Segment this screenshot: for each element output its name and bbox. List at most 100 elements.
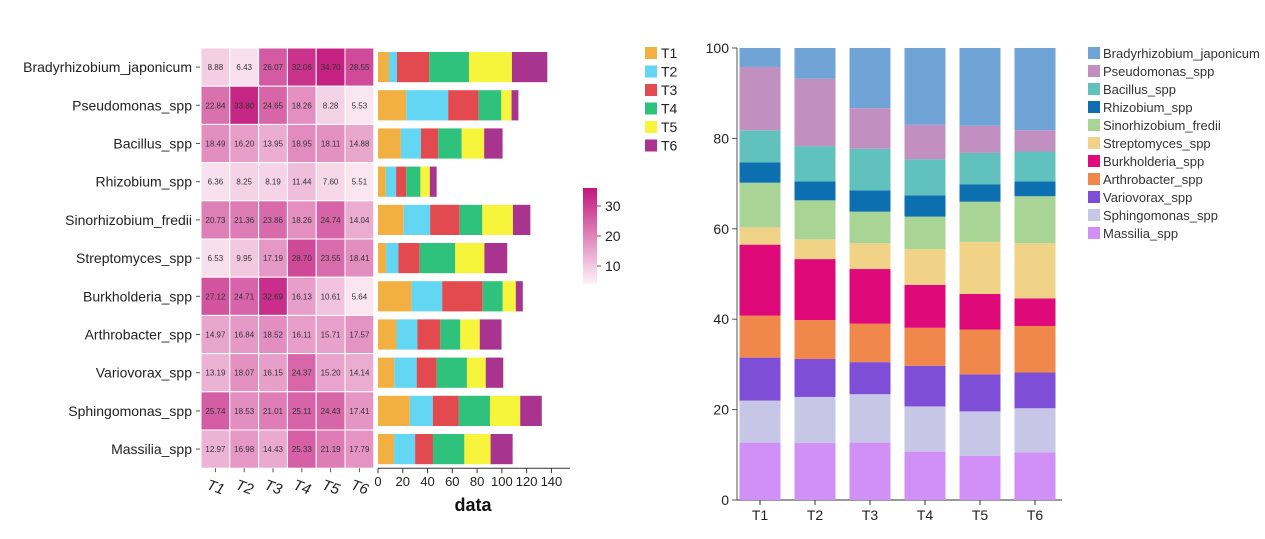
legend-swatch (1088, 119, 1100, 131)
cell-value: 24.65 (263, 101, 284, 110)
heatmap-cell (258, 353, 288, 393)
colorbar-segment (583, 212, 597, 215)
colorbar-segment (583, 198, 597, 201)
heatmap-cell (315, 200, 346, 240)
colorbar-segment (583, 276, 597, 279)
heatmap-cell (344, 200, 375, 240)
row-bar-segment (459, 204, 483, 235)
cell-value: 34.70 (321, 63, 342, 72)
stacked-bar-segment (1014, 452, 1056, 500)
stacked-bar-segment (1014, 298, 1056, 326)
stacked-bar-segment (959, 201, 1001, 242)
stacked-bar-segment (959, 184, 1001, 202)
colorbar-segment (583, 190, 597, 193)
cell-value: 18.07 (234, 369, 255, 378)
legend-swatch (645, 65, 657, 78)
stacked-bar-segment (794, 181, 836, 201)
colorbar-segment (583, 232, 597, 235)
cell-value: 32.06 (292, 63, 313, 72)
x-tick-label: 0 (374, 474, 381, 489)
legend-swatch (1088, 173, 1100, 185)
heatmap-cell (344, 314, 375, 355)
cell-value: 16.20 (234, 140, 255, 149)
row-bar-segment (440, 319, 461, 350)
stacked-bar-segment (904, 48, 946, 125)
stacked-bar-segment (904, 406, 946, 452)
cell-value: 8.25 (236, 178, 252, 187)
cell-value: 6.43 (236, 63, 252, 72)
colorbar-segment (583, 234, 597, 237)
heatmap-cell (315, 85, 346, 125)
cell-value: 15.20 (321, 369, 342, 378)
stacked-bar-segment (739, 182, 781, 228)
cell-value: 27.12 (205, 292, 226, 301)
heatmap-cell (344, 85, 375, 125)
row-bar-segment (378, 204, 404, 235)
stacked-bar-segment (1014, 48, 1056, 131)
colorbar-segment (583, 214, 597, 217)
cell-value: 8.19 (265, 178, 281, 187)
x-tick-label: 140 (541, 474, 563, 489)
row-bar-segment (378, 52, 389, 83)
colorbar-segment (583, 282, 597, 285)
stacked-bar-segment (959, 241, 1001, 294)
colorbar-segment (583, 218, 597, 221)
stacked-bar-segment (959, 411, 1001, 456)
heatmap-cell (315, 314, 346, 355)
legend-label: T6 (661, 138, 678, 154)
heatmap-cell (286, 391, 317, 431)
stacked-bar-segment (794, 146, 836, 182)
cell-value: 6.36 (208, 178, 224, 187)
cell-value: 24.43 (321, 407, 342, 416)
stacked-bar-segment (959, 374, 1001, 412)
row-bar-segment (464, 434, 491, 465)
stacked-bar-segment (904, 249, 946, 285)
row-bar-segment (406, 90, 449, 121)
stacked-bar-segment (739, 315, 781, 358)
cell-value: 5.53 (352, 101, 368, 110)
heatmap-cell (286, 314, 317, 355)
row-bar-segment (511, 52, 548, 83)
stacked-bar-segment (959, 293, 1001, 330)
x-tick-label: T1 (752, 507, 769, 523)
colorbar-segment (583, 226, 597, 229)
cell-value: 17.79 (349, 445, 370, 454)
colorbar-segment (583, 236, 597, 239)
x-tick-label: 80 (470, 474, 484, 489)
cell-value: 25.11 (292, 407, 312, 416)
colorbar-segment (583, 278, 597, 281)
heatmap-cell (229, 123, 260, 164)
cell-value: 21.19 (321, 445, 342, 454)
heatmap-cell (200, 276, 231, 316)
row-bar-segment (520, 395, 542, 426)
cell-value: 9.95 (236, 254, 252, 263)
x-axis-label: data (454, 495, 492, 515)
row-bar-segment (403, 204, 431, 235)
heatmap-cell (200, 162, 231, 202)
colorbar-segment (583, 210, 597, 213)
cell-value: 24.74 (321, 216, 342, 225)
cell-value: 14.97 (205, 331, 226, 340)
legend-label: Massilia_spp (1103, 226, 1178, 241)
stacked-bar-segment (849, 269, 891, 324)
colorbar-segment (583, 230, 597, 233)
row-bar-segment (378, 128, 401, 159)
row-label: Pseudomonas_spp (72, 97, 192, 113)
heatmap-cell (200, 85, 231, 125)
cell-value: 28.70 (292, 254, 313, 263)
cell-value: 8.28 (323, 101, 339, 110)
column-label: T1 (204, 477, 226, 499)
heatmap-cell (229, 314, 260, 355)
row-label: Bacillus_spp (113, 136, 192, 152)
cell-value: 14.88 (349, 140, 370, 149)
cell-value: 5.51 (352, 178, 368, 187)
cell-value: 18.41 (349, 254, 370, 263)
colorbar-segment (583, 194, 597, 197)
colorbar-segment (583, 254, 597, 257)
row-label: Burkholderia_spp (83, 288, 192, 304)
stacked-bar-segment (904, 284, 946, 328)
column-label: T4 (291, 477, 313, 499)
x-tick-label: 20 (396, 474, 410, 489)
heatmap-cell (344, 47, 375, 87)
legend-swatch (1088, 209, 1100, 221)
